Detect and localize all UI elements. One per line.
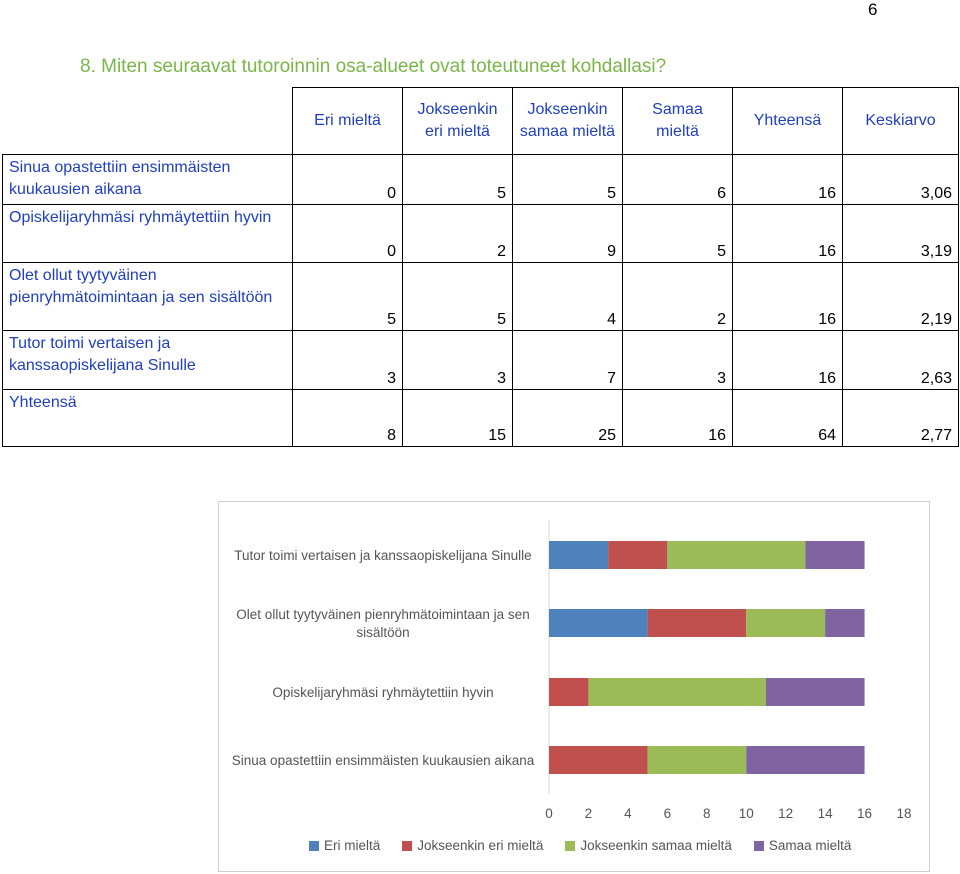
chart-plot: Tutor toimi vertaisen ja kanssaopiskelij…: [232, 520, 912, 821]
table-cell: 15: [402, 389, 513, 447]
table-row: Tutor toimi vertaisen ja kanssaopiskelij…: [2, 330, 959, 390]
category-label: Tutor toimi vertaisen ja kanssaopiskelij…: [234, 548, 531, 563]
bar-segment: [608, 541, 668, 569]
legend-swatch: [565, 840, 576, 851]
table-cell: 9: [512, 204, 623, 263]
x-tick-label: 12: [778, 806, 793, 821]
table-header-row: Eri mieltä Jokseenkin eri mieltä Jokseen…: [3, 87, 959, 155]
column-header: Samaa mieltä: [622, 87, 733, 155]
table-cell: 5: [622, 204, 733, 263]
legend-item: Jokseenkin eri mieltä: [402, 838, 543, 853]
bar-segment: [647, 609, 747, 637]
table-cell: 2: [402, 204, 513, 263]
bar-segment: [549, 678, 589, 706]
table-cell: 16: [732, 262, 843, 331]
category-label: Opiskelijaryhmäsi ryhmäytettiin hyvin: [272, 685, 493, 700]
table-cell: 7: [512, 330, 623, 390]
table-cell: 16: [732, 204, 843, 263]
chart-legend: Eri mieltä Jokseenkin eri mieltä Jokseen…: [309, 838, 851, 853]
table-cell: 25: [512, 389, 623, 447]
table-cell: 0: [292, 204, 403, 263]
legend-item: Eri mieltä: [309, 838, 380, 853]
table-cell: 5: [402, 262, 513, 331]
table-corner: [3, 88, 293, 155]
table-row: Yhteensä 8 15 25 16 64 2,77: [2, 389, 959, 447]
x-tick-label: 8: [703, 806, 711, 821]
table-cell: 5: [292, 262, 403, 331]
row-label: Tutor toimi vertaisen ja kanssaopiskelij…: [2, 330, 293, 390]
table-cell: 2,19: [842, 262, 959, 331]
table-cell: 64: [732, 389, 843, 447]
legend-swatch: [753, 840, 764, 851]
page-title: 8. Miten seuraavat tutoroinnin osa-aluee…: [80, 56, 667, 77]
table-cell: 3: [292, 330, 403, 390]
table-cell: 16: [732, 330, 843, 390]
stacked-bar-chart: Tutor toimi vertaisen ja kanssaopiskelij…: [218, 501, 930, 872]
table-cell: 2: [622, 262, 733, 331]
legend-item: Samaa mieltä: [753, 838, 852, 853]
x-tick-label: 6: [664, 806, 672, 821]
table-cell: 2,63: [842, 330, 959, 390]
row-label: Sinua opastettiin ensimmäisten kuukausie…: [2, 154, 293, 205]
bar-segment: [549, 746, 648, 774]
table-cell: 2,77: [842, 389, 959, 447]
table-cell: 3: [402, 330, 513, 390]
legend-label: Samaa mieltä: [768, 838, 852, 853]
results-table: Eri mieltä Jokseenkin eri mieltä Jokseen…: [2, 87, 959, 447]
row-label: Olet ollut tyytyväinen pienryhmätoiminta…: [2, 262, 293, 331]
x-tick-label: 16: [857, 806, 872, 821]
bar-segment: [746, 609, 826, 637]
table-cell: 8: [292, 389, 403, 447]
legend-swatch: [309, 840, 319, 851]
x-tick-label: 2: [585, 806, 593, 821]
category-label: Sinua opastettiin ensimmäisten kuukausie…: [232, 753, 535, 768]
table-row: Sinua opastettiin ensimmäisten kuukausie…: [2, 154, 959, 205]
category-label: Olet ollut tyytyväinen pienryhmätoiminta…: [236, 607, 529, 640]
legend-label: Jokseenkin samaa mieltä: [580, 838, 732, 853]
x-tick-label: 14: [818, 806, 834, 821]
table-cell: 16: [732, 154, 843, 205]
table-row: Olet ollut tyytyväinen pienryhmätoiminta…: [2, 262, 959, 331]
table-cell: 16: [622, 389, 733, 447]
column-header: Eri mieltä: [292, 87, 403, 155]
page-number: 6: [868, 0, 878, 19]
table-cell: 0: [292, 154, 403, 205]
x-tick-label: 0: [545, 806, 553, 821]
table-cell: 5: [512, 154, 623, 205]
bar-segment: [825, 609, 865, 637]
bar-segment: [746, 746, 865, 774]
row-label: Yhteensä: [2, 389, 293, 447]
table-cell: 4: [512, 262, 623, 331]
table-cell: 6: [622, 154, 733, 205]
x-tick-label: 18: [896, 806, 911, 821]
column-header: Jokseenkin eri mieltä: [402, 87, 513, 155]
bar-segment: [805, 541, 865, 569]
table-cell: 3,19: [842, 204, 959, 263]
legend-label: Jokseenkin eri mieltä: [417, 838, 544, 853]
bar-segment: [667, 541, 806, 569]
table-cell: 5: [402, 154, 513, 205]
bar-segment: [765, 678, 865, 706]
bar-segment: [549, 541, 609, 569]
table-row: Opiskelijaryhmäsi ryhmäytettiin hyvin 0 …: [2, 204, 959, 263]
column-header: Keskiarvo: [842, 87, 959, 155]
legend-item: Jokseenkin samaa mieltä: [565, 838, 732, 853]
column-header: Jokseenkin samaa mieltä: [512, 87, 623, 155]
x-tick-label: 10: [739, 806, 754, 821]
bar-segment: [647, 746, 747, 774]
x-tick-label: 4: [624, 806, 632, 821]
table-cell: 3,06: [842, 154, 959, 205]
legend-swatch: [402, 840, 413, 851]
column-header: Yhteensä: [732, 87, 843, 155]
legend-label: Eri mieltä: [324, 838, 381, 853]
bar-segment: [549, 609, 648, 637]
row-label: Opiskelijaryhmäsi ryhmäytettiin hyvin: [2, 204, 293, 263]
bar-segment: [588, 678, 766, 706]
table-cell: 3: [622, 330, 733, 390]
